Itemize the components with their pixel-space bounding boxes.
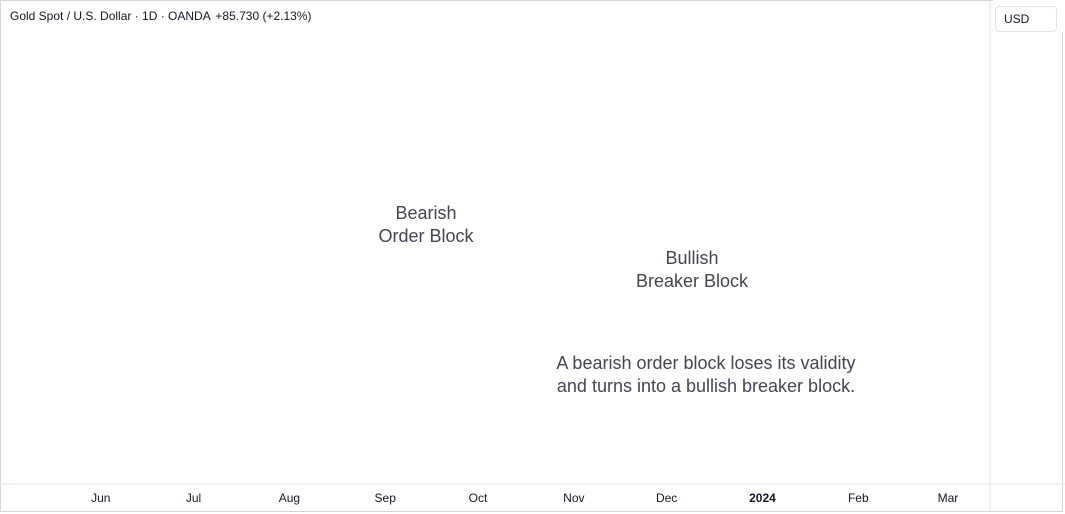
time-tick-label: Mar [938, 491, 959, 505]
symbol-legend: Gold Spot / U.S. Dollar · 1D · OANDA +85… [10, 9, 311, 23]
time-tick-label: Sep [375, 491, 397, 505]
bearish-label-line-1: Bearish [395, 203, 457, 223]
caption-line-1: A bearish order block loses its validity [556, 353, 856, 373]
bullish-label-line-1: Bullish [665, 248, 719, 268]
bearish-label-line-2: Order Block [378, 226, 474, 246]
caption-line-2: and turns into a bullish breaker block. [556, 376, 856, 396]
time-tick-label: Oct [469, 491, 488, 505]
time-tick-label: Dec [656, 491, 677, 505]
bullish-breaker-block-label: Bullish Breaker Block [628, 247, 756, 293]
time-tick-label: Nov [563, 491, 584, 505]
explanation-caption: A bearish order block loses its validity… [520, 352, 892, 398]
time-tick-label: Aug [279, 491, 300, 505]
price-change: +85.730 (+2.13%) [215, 9, 312, 23]
time-tick-label: 2024 [749, 491, 776, 505]
bearish-order-block-label: Bearish Order Block [374, 202, 478, 248]
bullish-label-line-2: Breaker Block [635, 271, 749, 291]
time-tick-label: Jul [186, 491, 201, 505]
time-tick-label: Feb [848, 491, 869, 505]
currency-button[interactable]: USD [995, 6, 1057, 32]
time-tick-label: Jun [91, 491, 110, 505]
symbol-title: Gold Spot / U.S. Dollar · 1D · OANDA [10, 9, 211, 23]
